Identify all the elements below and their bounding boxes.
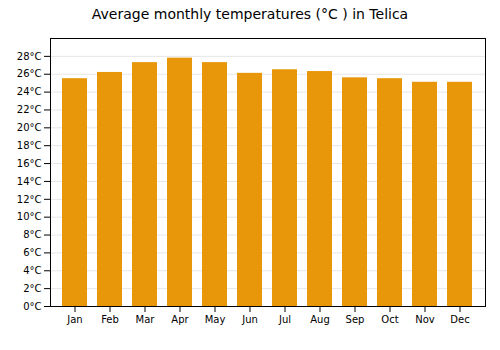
svg-text:22°C: 22°C (17, 104, 42, 115)
svg-text:Oct: Oct (381, 314, 398, 325)
svg-text:16°C: 16°C (17, 158, 42, 169)
svg-text:8°C: 8°C (23, 229, 41, 240)
svg-text:Apr: Apr (171, 314, 189, 325)
svg-text:Jul: Jul (278, 314, 291, 325)
svg-text:Feb: Feb (101, 314, 119, 325)
svg-text:Jun: Jun (241, 314, 258, 325)
svg-text:18°C: 18°C (17, 140, 42, 151)
svg-text:Sep: Sep (346, 314, 365, 325)
svg-text:Aug: Aug (310, 314, 330, 325)
svg-text:Dec: Dec (450, 314, 469, 325)
svg-text:24°C: 24°C (17, 86, 42, 97)
svg-text:20°C: 20°C (17, 122, 42, 133)
svg-text:Jan: Jan (66, 314, 82, 325)
svg-text:0°C: 0°C (23, 301, 41, 312)
svg-text:May: May (205, 314, 226, 325)
svg-text:28°C: 28°C (17, 51, 42, 62)
html-text:Average monthly temperatures (: Average monthly temperatures (°C ) in Te… (91, 6, 409, 22)
svg-text:4°C: 4°C (23, 265, 41, 276)
svg-text:2°C: 2°C (23, 283, 41, 294)
svg-text:10°C: 10°C (17, 211, 42, 222)
svg-text:14°C: 14°C (17, 176, 42, 187)
svg-text:Nov: Nov (415, 314, 435, 325)
svg-text:6°C: 6°C (23, 247, 41, 258)
svg-text:12°C: 12°C (17, 194, 42, 205)
svg-text:26°C: 26°C (17, 68, 42, 79)
svg-text:Mar: Mar (136, 314, 156, 325)
